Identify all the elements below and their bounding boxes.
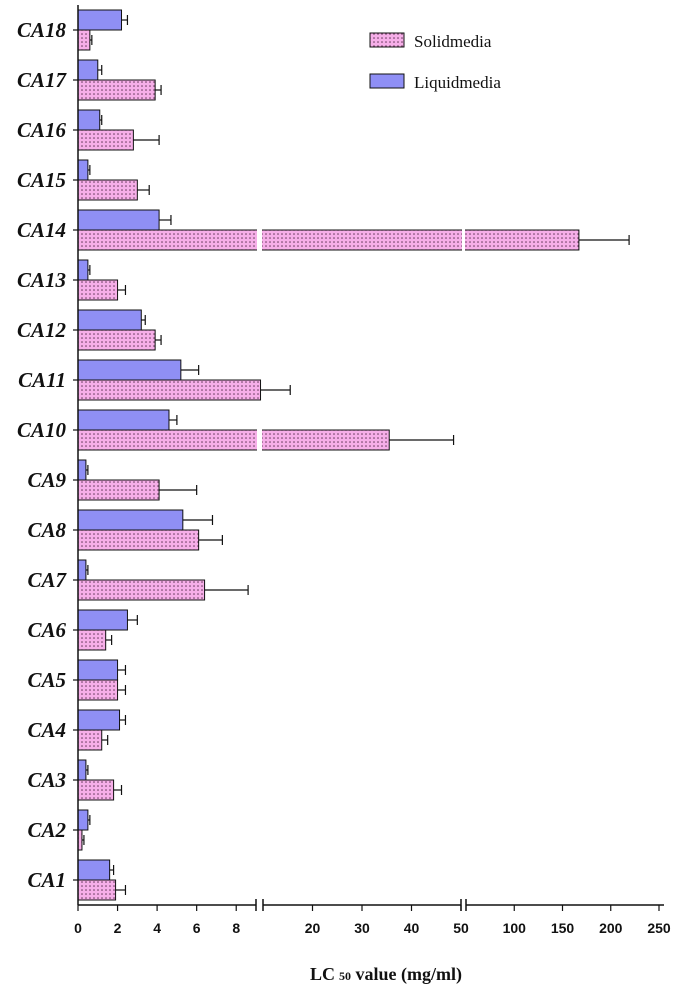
bar-solid-media-ca5	[77, 679, 119, 701]
bar-liquid-media-ca17	[77, 59, 99, 81]
category-label-ca10: CA10	[17, 418, 67, 442]
bar-liquid-media-ca15	[77, 159, 89, 181]
category-label-ca1: CA1	[27, 868, 66, 892]
bar-solid-media-ca8	[77, 529, 200, 551]
x-tick-label-2: 2	[114, 920, 122, 936]
axes	[73, 5, 664, 911]
category-label-ca16: CA16	[17, 118, 67, 142]
bar-liquid-media-ca8	[77, 509, 184, 531]
x-tick-labels: 0 2 4 6 8 20 30 40 50 100 150 200 250	[74, 920, 671, 936]
x-axis-title-main: LC	[310, 964, 335, 984]
category-label-ca6: CA6	[27, 618, 66, 642]
category-label-ca18: CA18	[17, 18, 67, 42]
legend: Solidmedia Liquidmedia	[369, 32, 501, 92]
category-label-ca7: CA7	[27, 568, 67, 592]
bar-solid-media-ca17	[77, 79, 156, 101]
bar-solid-media-ca15	[77, 179, 138, 201]
x-tick-label-100: 100	[503, 920, 527, 936]
x-axis-title: LC 50 value (mg/ml)	[310, 964, 462, 985]
category-label-ca8: CA8	[27, 518, 66, 542]
bar-solid-media-ca9	[77, 479, 160, 501]
category-label-ca12: CA12	[17, 318, 67, 342]
bar-solid-media-ca10	[77, 429, 390, 451]
axis-break-mask	[462, 229, 465, 251]
x-tick-label-8: 8	[232, 920, 240, 936]
axis-break-mask	[257, 429, 262, 451]
bar-liquid-media-ca7	[77, 559, 87, 581]
x-tick-label-150: 150	[551, 920, 575, 936]
bar-liquid-media-ca14	[77, 209, 160, 231]
bar-liquid-media-ca12	[77, 309, 142, 331]
x-tick-label-30: 30	[354, 920, 370, 936]
legend-swatch-liquid	[369, 73, 405, 89]
x-tick-label-40: 40	[404, 920, 420, 936]
bar-solid-media-ca7	[77, 579, 206, 601]
bar-liquid-media-ca11	[77, 359, 182, 381]
bar-liquid-media-ca5	[77, 659, 119, 681]
category-labels: CA1 CA2 CA3 CA4 CA5 CA6 CA7 CA8 CA9 CA10 CA11 CA12 C…	[17, 18, 68, 892]
category-label-ca14: CA14	[17, 218, 66, 242]
category-label-ca13: CA13	[17, 268, 66, 292]
bar-solid-media-ca16	[77, 129, 134, 151]
category-label-ca9: CA9	[27, 468, 66, 492]
bar-liquid-media-ca13	[77, 259, 89, 281]
x-tick-label-250: 250	[647, 920, 671, 936]
legend-swatch-solid	[369, 32, 405, 48]
x-tick-label-4: 4	[153, 920, 161, 936]
category-label-ca17: CA17	[17, 68, 68, 92]
category-label-ca3: CA3	[27, 768, 66, 792]
bar-liquid-media-ca9	[77, 459, 87, 481]
bar-solid-media-ca11	[77, 379, 262, 401]
bar-solid-media-ca18	[77, 29, 91, 51]
error-bars-layer	[81, 15, 630, 895]
legend-label-liquid: Liquidmedia	[414, 73, 501, 92]
x-tick-label-20: 20	[305, 920, 321, 936]
x-tick-label-0: 0	[74, 920, 82, 936]
bar-liquid-media-ca10	[77, 409, 170, 431]
bars-layer	[77, 9, 580, 901]
bar-liquid-media-ca3	[77, 759, 87, 781]
category-label-ca5: CA5	[27, 668, 66, 692]
bar-solid-media-ca3	[77, 779, 115, 801]
x-axis-title-rest: value (mg/ml)	[351, 964, 462, 985]
axis-break-mask	[257, 229, 262, 251]
x-tick-label-200: 200	[599, 920, 623, 936]
bar-liquid-media-ca1	[77, 859, 111, 881]
bar-liquid-media-ca18	[77, 9, 123, 31]
x-tick-label-6: 6	[193, 920, 201, 936]
category-label-ca11: CA11	[18, 368, 66, 392]
bar-liquid-media-ca16	[77, 109, 101, 131]
legend-label-solid: Solidmedia	[414, 32, 492, 51]
category-label-ca2: CA2	[27, 818, 66, 842]
bar-solid-media-ca6	[77, 629, 107, 651]
category-label-ca4: CA4	[27, 718, 66, 742]
bar-liquid-media-ca6	[77, 609, 128, 631]
bar-solid-media-ca12	[77, 329, 156, 351]
bar-solid-media-ca4	[77, 729, 103, 751]
bar-liquid-media-ca2	[77, 809, 89, 831]
bar-liquid-media-ca4	[77, 709, 121, 731]
bar-solid-media-ca13	[77, 279, 119, 301]
bar-solid-media-ca1	[77, 879, 117, 901]
x-axis-title-sub: 50	[339, 969, 351, 983]
bar-solid-media-ca14	[77, 229, 580, 251]
category-label-ca15: CA15	[17, 168, 66, 192]
x-tick-label-50: 50	[453, 920, 469, 936]
